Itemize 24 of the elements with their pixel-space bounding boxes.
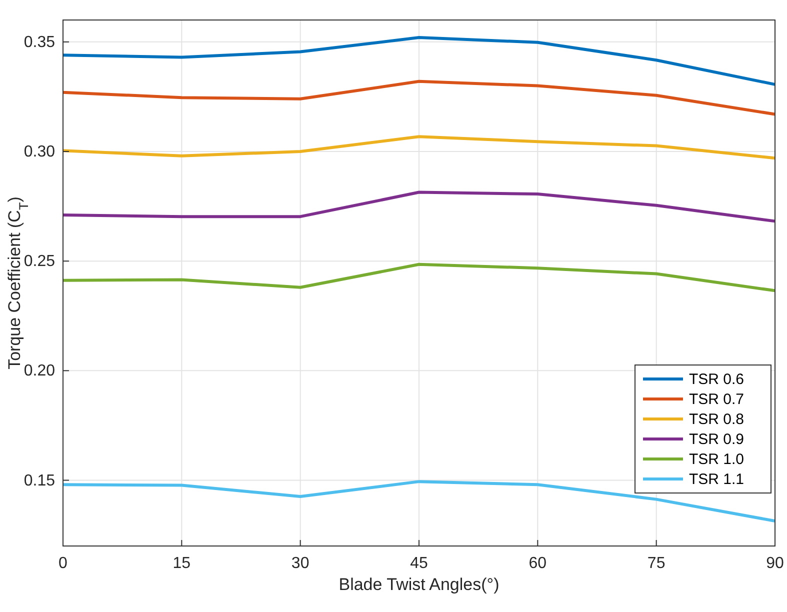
- y-tick-label: 0.25: [24, 253, 56, 270]
- legend-label: TSR 0.7: [689, 391, 744, 408]
- x-tick-label: 15: [172, 555, 191, 572]
- line-series: [62, 36, 776, 86]
- legend-label: TSR 1.0: [689, 451, 744, 468]
- x-axis-title: Blade Twist Angles(°): [338, 575, 500, 594]
- legend-label: TSR 0.6: [689, 371, 744, 388]
- line-series: [62, 80, 776, 116]
- line-series: [62, 135, 776, 160]
- y-tick-label: 0.30: [24, 144, 56, 160]
- x-tick-label: 90: [766, 555, 784, 572]
- legend-label: TSR 0.8: [689, 411, 744, 428]
- x-tick-label: 45: [410, 555, 428, 572]
- x-tick-label: 60: [528, 555, 547, 572]
- x-tick-label: 0: [58, 555, 68, 572]
- line-series: [62, 190, 776, 223]
- line-series: [62, 262, 776, 292]
- y-tick-label: 0.20: [24, 362, 56, 380]
- x-tick-label: 75: [647, 555, 666, 572]
- legend-label: TSR 1.1: [689, 471, 744, 488]
- y-tick-label: 0.15: [24, 472, 56, 490]
- y-tick-label: 0.35: [24, 34, 56, 51]
- legend-label: TSR 0.9: [689, 431, 744, 448]
- x-tick-label: 30: [291, 555, 310, 572]
